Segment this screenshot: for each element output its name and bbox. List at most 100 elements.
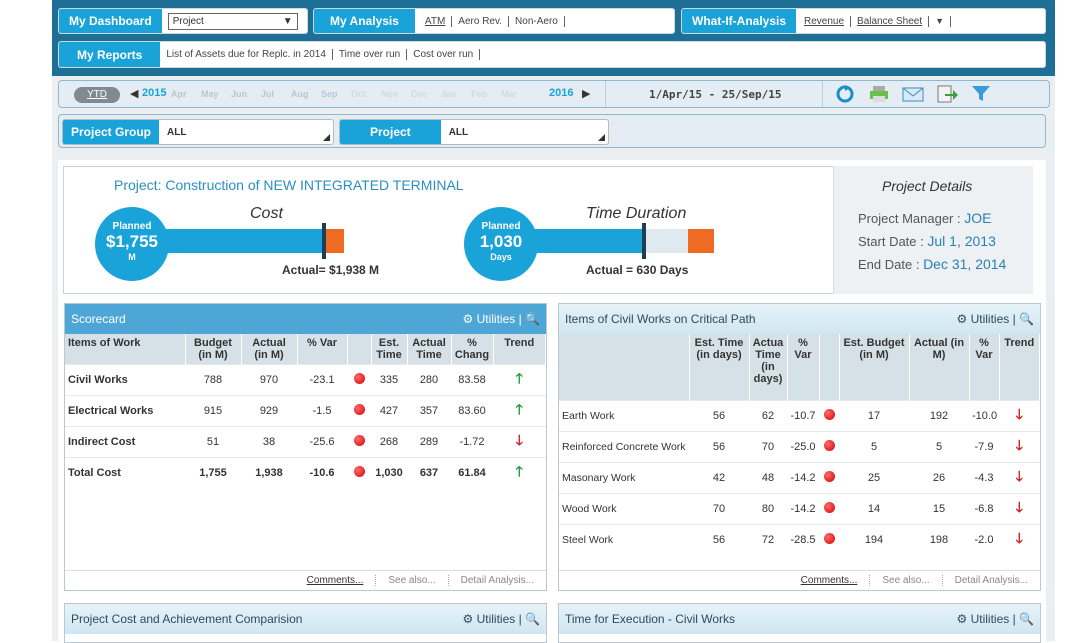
trend-up-icon: 🡑: [515, 370, 523, 386]
status-red-dot-icon: [353, 435, 365, 446]
var-cell: -1.5: [297, 395, 347, 427]
month-label[interactable]: Oct: [351, 89, 367, 99]
item-cell: Steel Work: [559, 523, 689, 555]
critical-table: Est. Time (in days) Actua Time (in days)…: [559, 334, 1040, 555]
change-cell: -1.72: [451, 426, 493, 458]
utilities-label: Utilities: [970, 312, 1010, 326]
status-cell: [819, 523, 839, 555]
filter-icon[interactable]: [970, 85, 992, 103]
time-var-cell: -10.7: [787, 399, 819, 431]
month-label[interactable]: Apr: [171, 89, 187, 99]
status-cell: [347, 395, 371, 427]
table-row[interactable]: Electrical Works 915 929 -1.5 427 357 83.60 🡑: [65, 395, 546, 427]
dropdown-arrow-icon: ▼: [282, 15, 293, 27]
atm-link[interactable]: ATM: [419, 15, 453, 27]
detail-analysis-link[interactable]: Detail Analysis...: [954, 575, 1028, 586]
see-also-link[interactable]: See also...: [376, 575, 449, 586]
execution-time-utilities[interactable]: ⚙ Utilities | 🔍: [956, 612, 1034, 626]
export-icon[interactable]: [936, 85, 958, 103]
month-slider[interactable]: Apr May Jun Jul Aug Sep Oct Nov Dec Jan Feb Mar: [171, 89, 541, 100]
month-label[interactable]: May: [201, 89, 219, 99]
balance-sheet-link[interactable]: Balance Sheet: [851, 15, 930, 27]
month-label[interactable]: Jun: [231, 89, 248, 99]
cost-comparison-utilities[interactable]: ⚙ Utilities | 🔍: [462, 612, 540, 626]
actual-time-cell: 70: [749, 430, 787, 462]
detail-analysis-link[interactable]: Detail Analysis...: [460, 575, 534, 586]
cost-planned-marker: [322, 223, 326, 259]
table-row[interactable]: Total Cost 1,755 1,938 -10.6 1,030 637 61.84 🡑: [65, 457, 546, 489]
project-select[interactable]: ALL: [441, 120, 608, 144]
resize-corner-icon: [323, 134, 330, 141]
cost-actual: Actual= $1,938 M: [282, 263, 380, 277]
report-assets-link[interactable]: List of Assets due for Replc. in 2014: [160, 49, 333, 60]
divider: [605, 81, 606, 107]
revenue-link[interactable]: Revenue: [798, 15, 852, 27]
zoom-icon[interactable]: 🔍: [525, 312, 540, 326]
month-label[interactable]: Jan: [441, 89, 457, 99]
comments-link[interactable]: Comments...: [295, 575, 377, 586]
next-arrow-icon[interactable]: ▶: [582, 88, 591, 100]
dashboard-select[interactable]: Project ▼: [167, 12, 298, 30]
col-header: Actual (in M): [241, 334, 298, 365]
month-label[interactable]: Sep: [321, 89, 338, 99]
table-row[interactable]: Earth Work 56 62 -10.7 17 192 -10.0 🡓: [559, 399, 1040, 431]
trend-cell: 🡓: [999, 492, 1040, 524]
dashboard-nav: My Dashboard Project ▼: [58, 8, 308, 34]
table-row[interactable]: Indirect Cost 51 38 -25.6 268 289 -1.72 🡓: [65, 426, 546, 458]
comments-link[interactable]: Comments...: [789, 575, 871, 586]
report-cost-overrun-link[interactable]: Cost over run: [407, 49, 481, 60]
print-icon[interactable]: [868, 85, 890, 103]
report-time-overrun-link[interactable]: Time over run: [333, 49, 408, 60]
time-var-cell: -14.2: [787, 492, 819, 524]
critical-utilities[interactable]: ⚙ Utilities | 🔍: [956, 312, 1034, 326]
status-red-dot-icon: [823, 439, 835, 451]
project-group-select[interactable]: ALL: [159, 120, 333, 144]
scorecard-title: Scorecard: [71, 312, 126, 326]
see-also-link[interactable]: See also...: [870, 575, 943, 586]
critical-path-panel: Items of Civil Works on Critical Path ⚙ …: [558, 303, 1041, 591]
project-group-filter[interactable]: Project Group ALL: [62, 119, 334, 145]
more-dropdown-icon[interactable]: ▼: [929, 15, 952, 27]
table-row[interactable]: Steel Work 56 72 -28.5 194 198 -2.0 🡓: [559, 523, 1040, 555]
table-row[interactable]: Civil Works 788 970 -23.1 335 280 83.58 🡑: [65, 364, 546, 396]
project-filter[interactable]: Project ALL: [339, 119, 609, 145]
mail-icon[interactable]: [902, 85, 924, 103]
execution-time-title: Time for Execution - Civil Works: [565, 612, 736, 626]
month-label[interactable]: Dec: [411, 89, 428, 99]
what-if-analysis-button[interactable]: What-If-Analysis: [682, 9, 797, 33]
month-label[interactable]: Aug: [291, 89, 309, 99]
my-dashboard-button[interactable]: My Dashboard: [59, 9, 162, 33]
cost-planned-value: $1,755: [106, 232, 158, 251]
zoom-icon[interactable]: 🔍: [1019, 312, 1034, 326]
manager-value: JOE: [964, 210, 992, 226]
scorecard-utilities[interactable]: ⚙ Utilities | 🔍: [462, 312, 540, 326]
end-row: End Date : Dec 31, 2014: [858, 256, 1006, 272]
prev-arrow-icon[interactable]: ◀: [130, 88, 139, 100]
zoom-icon[interactable]: 🔍: [1019, 612, 1034, 626]
my-analysis-button[interactable]: My Analysis: [314, 9, 415, 33]
table-row[interactable]: Wood Work 70 80 -14.2 14 15 -6.8 🡓: [559, 492, 1040, 524]
month-label[interactable]: Mar: [501, 89, 518, 99]
time-actual-bar: [534, 229, 644, 253]
refresh-icon[interactable]: [834, 85, 856, 103]
month-label[interactable]: Feb: [471, 89, 488, 99]
non-aero-link[interactable]: Non-Aero: [509, 15, 565, 27]
month-label[interactable]: Jul: [261, 89, 275, 99]
table-row[interactable]: Reinforced Concrete Work 56 70 -25.0 5 5 -7.9 🡓: [559, 430, 1040, 462]
actual-cell: 38: [241, 426, 297, 458]
zoom-icon[interactable]: 🔍: [525, 612, 540, 626]
actual-cell: 5: [909, 430, 969, 462]
col-header: % Var: [787, 334, 820, 400]
aero-rev-link[interactable]: Aero Rev.: [452, 15, 510, 27]
gear-icon: ⚙: [462, 312, 474, 326]
month-label[interactable]: Nov: [381, 89, 399, 99]
col-header: Actual Time: [407, 334, 452, 365]
budget-cell: 5: [839, 430, 909, 462]
divider: [822, 81, 823, 107]
status-red-dot-icon: [823, 470, 835, 482]
est-time-cell: 42: [689, 461, 749, 493]
my-reports-button[interactable]: My Reports: [59, 42, 161, 67]
ytd-button[interactable]: YTD: [74, 87, 120, 103]
cost-overrun-bar: [324, 229, 344, 253]
table-row[interactable]: Masonary Work 42 48 -14.2 25 26 -4.3 🡓: [559, 461, 1040, 493]
